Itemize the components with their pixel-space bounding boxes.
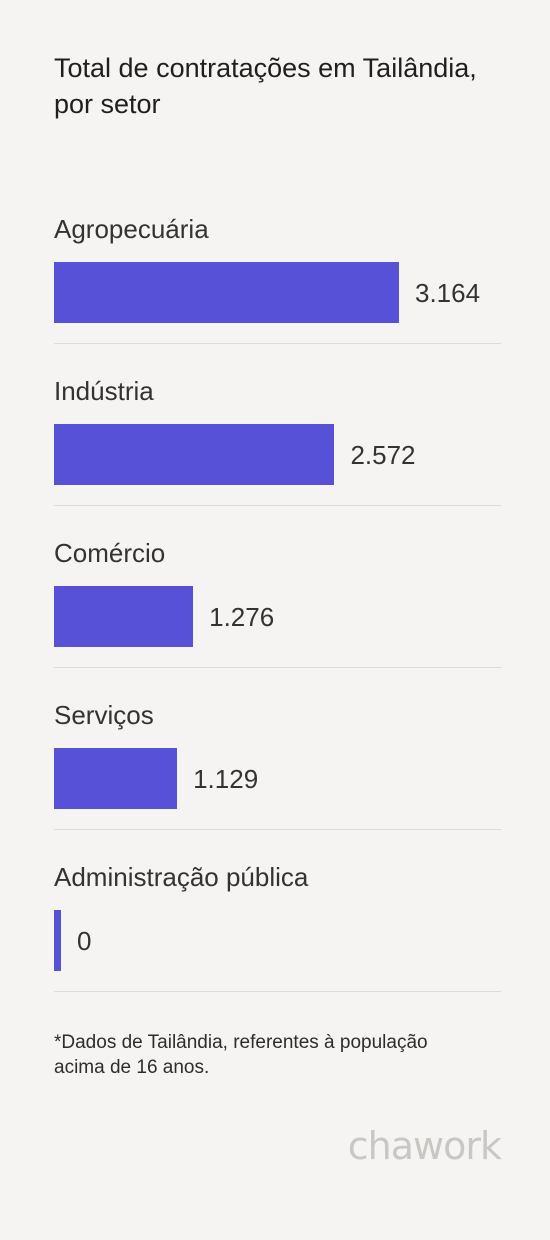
bar-track: 1.129 bbox=[54, 748, 501, 809]
bar-value-label: 3.164 bbox=[415, 278, 481, 308]
bar-value-label: 1.276 bbox=[209, 602, 275, 632]
bar-track: 1.276 bbox=[54, 586, 501, 647]
bar-value-label: 1.129 bbox=[193, 764, 259, 794]
row-divider bbox=[54, 829, 501, 830]
row-divider bbox=[54, 991, 501, 992]
bar bbox=[54, 262, 399, 323]
bar-track: 3.164 bbox=[54, 262, 501, 323]
bar-track: 0 bbox=[54, 910, 501, 971]
chart-title: Total de contratações em Tailândia, por … bbox=[54, 53, 477, 119]
bar bbox=[54, 748, 178, 809]
category-label: Indústria bbox=[54, 376, 154, 406]
bar-row: Indústria 2.572 bbox=[54, 368, 501, 530]
row-divider bbox=[54, 505, 501, 506]
bar-track: 2.572 bbox=[54, 424, 501, 485]
bar bbox=[54, 424, 335, 485]
footnote: *Dados de Tailândia, referentes à popula… bbox=[54, 1032, 428, 1078]
row-divider bbox=[54, 343, 501, 344]
bar-row: Agropecuária 3.164 bbox=[54, 206, 501, 368]
category-label: Comércio bbox=[54, 538, 166, 568]
category-label: Agropecuária bbox=[54, 214, 209, 244]
bar-value-label: 2.572 bbox=[350, 440, 416, 470]
bar-rows: Agropecuária 3.164 Indústria 2.572 Comércio 1… bbox=[54, 206, 501, 1016]
category-label: Serviços bbox=[54, 700, 154, 730]
row-divider bbox=[54, 667, 501, 668]
bar-value-label: 0 bbox=[77, 926, 92, 956]
category-label: Administração pública bbox=[54, 862, 309, 892]
bar-row: Administração pública 0 bbox=[54, 854, 501, 1016]
brand-logo: chawork bbox=[347, 1124, 502, 1168]
bar-row: Comércio 1.276 bbox=[54, 530, 501, 692]
bar bbox=[54, 910, 61, 971]
bar bbox=[54, 586, 194, 647]
bar-row: Serviços 1.129 bbox=[54, 692, 501, 854]
